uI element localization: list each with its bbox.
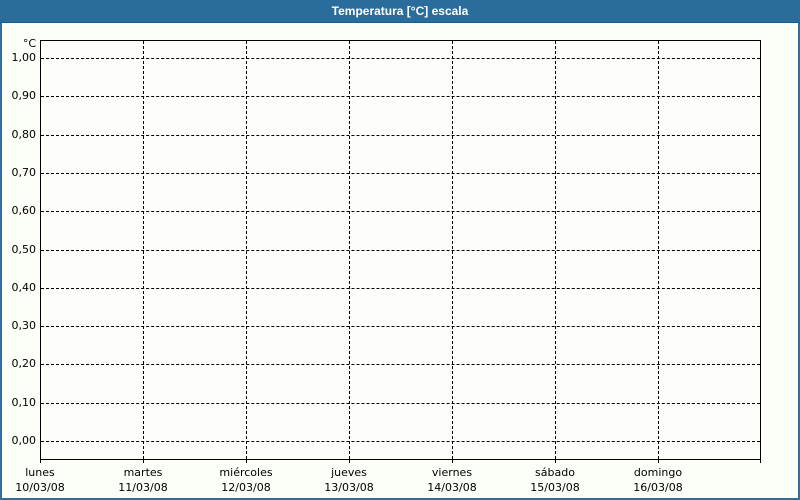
title-bar: Temperatura [°C] escala xyxy=(0,0,800,23)
x-axis-day-label: martes 11/03/08 xyxy=(98,465,188,495)
y-tick-label: 0,20 xyxy=(11,357,37,371)
y-tick-label: 0,30 xyxy=(11,319,37,333)
x-axis-tick xyxy=(452,460,453,463)
x-axis-day-label: viernes 14/03/08 xyxy=(407,465,497,495)
x-day-name: martes xyxy=(123,466,163,479)
x-axis-tick xyxy=(143,460,144,463)
plot-area xyxy=(40,40,761,460)
x-day-date: 12/03/08 xyxy=(221,481,271,494)
gridline-h xyxy=(41,58,760,59)
gridline-h xyxy=(41,287,760,289)
x-axis-tick xyxy=(760,460,761,463)
chart-title: Temperatura [°C] escala xyxy=(331,4,469,18)
x-axis-tick xyxy=(555,460,556,463)
y-tick-label: 0,40 xyxy=(11,280,37,294)
x-day-name: jueves xyxy=(331,466,367,479)
x-day-name: viernes xyxy=(431,466,473,479)
x-axis-tick xyxy=(349,460,350,463)
x-day-date: 15/03/08 xyxy=(530,481,580,494)
x-day-date: 11/03/08 xyxy=(118,481,168,494)
y-tick-label: 0,00 xyxy=(11,434,37,447)
window-border-bottom xyxy=(0,498,800,500)
x-day-date: 14/03/08 xyxy=(427,481,477,494)
x-axis-day-label: jueves 13/03/08 xyxy=(304,465,394,495)
y-tick-label: 0,80 xyxy=(11,127,37,141)
x-day-date: 10/03/08 xyxy=(15,481,65,494)
y-tick-label: 0,60 xyxy=(11,204,37,218)
x-day-date: 16/03/08 xyxy=(633,481,683,494)
y-axis-unit-label: °C xyxy=(22,37,36,50)
x-axis-day-label: miércoles 12/03/08 xyxy=(201,465,291,495)
y-axis-stub xyxy=(40,460,41,463)
window-border-right xyxy=(798,0,800,500)
y-tick-label: 0,90 xyxy=(11,89,37,103)
gridline-h xyxy=(41,172,760,174)
window-border-left xyxy=(0,0,2,500)
gridline-h xyxy=(41,364,760,366)
gridline-h xyxy=(41,326,760,328)
y-tick-label: 1,00 xyxy=(11,51,37,64)
y-tick-label: 0,70 xyxy=(11,165,37,179)
x-day-name: sábado xyxy=(535,466,575,479)
x-axis-day-label: lunes 10/03/08 xyxy=(0,465,85,495)
gridline-v xyxy=(349,41,350,459)
gridline-v xyxy=(246,41,247,459)
x-day-name: lunes xyxy=(25,466,55,479)
x-axis-day-label: sábado 15/03/08 xyxy=(510,465,600,495)
gridline-h xyxy=(41,249,760,251)
gridline-v xyxy=(452,41,453,459)
gridline-h xyxy=(41,441,760,442)
gridline-h xyxy=(41,96,760,98)
gridline-h xyxy=(41,402,760,404)
x-day-name: domingo xyxy=(633,466,683,479)
y-tick-label: 0,10 xyxy=(11,395,37,409)
x-day-date: 13/03/08 xyxy=(324,481,374,494)
x-axis-tick xyxy=(658,460,659,463)
y-tick-label: 0,50 xyxy=(11,242,37,256)
x-axis-day-label: domingo 16/03/08 xyxy=(613,465,703,495)
gridline-v xyxy=(555,41,556,459)
gridline-v xyxy=(143,41,144,459)
gridline-h xyxy=(41,211,760,213)
gridline-v xyxy=(658,41,659,459)
gridline-h xyxy=(41,134,760,136)
x-day-name: miércoles xyxy=(219,466,273,479)
x-axis-tick xyxy=(246,460,247,463)
